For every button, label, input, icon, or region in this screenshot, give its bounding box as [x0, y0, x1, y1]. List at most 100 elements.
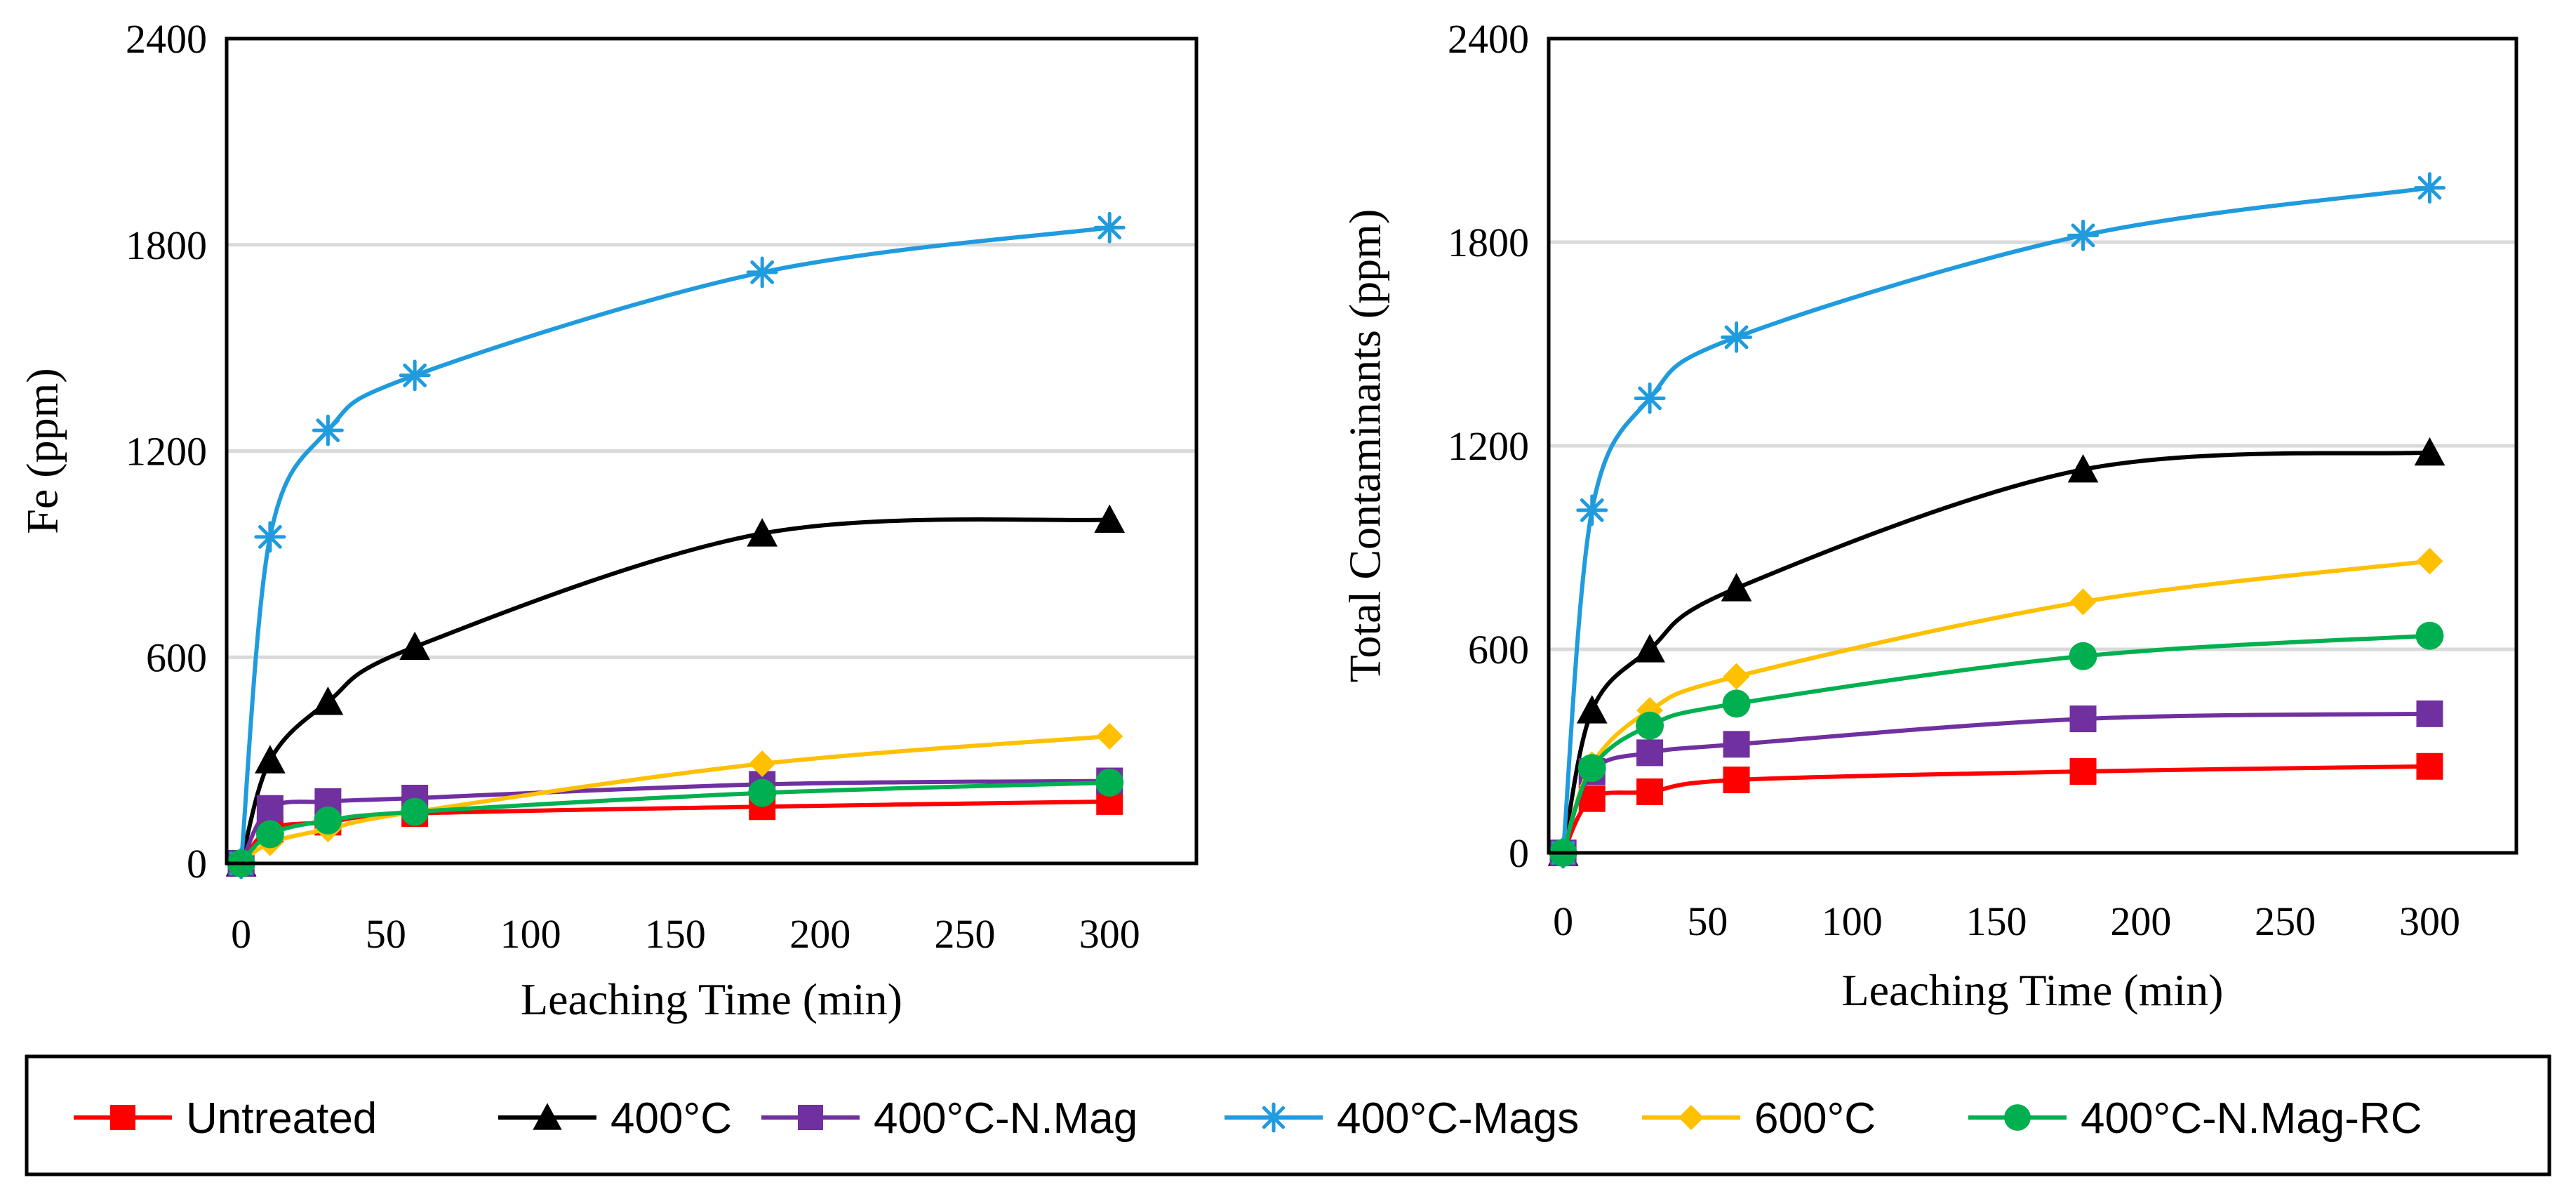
data-point-mags: [312, 414, 344, 446]
x-tick-label: 150: [645, 911, 706, 957]
legend-marker-triangle: [533, 1103, 562, 1130]
data-point-c400: [2414, 437, 2445, 466]
fe-x-axis-label: Leaching Time (min): [521, 974, 902, 1024]
fe-y-axis-label: Fe (ppm): [18, 368, 67, 533]
fe-chart: 0 600 1200 1800 2400 0 50 100 150 200 250 300 Leac…: [18, 16, 1199, 1024]
series-c400: [1547, 437, 2445, 866]
x-tick-label: 0: [231, 911, 251, 957]
data-point-c400: [1634, 634, 1665, 663]
x-tick-label: 300: [2399, 898, 2460, 944]
series-line-c400: [239, 517, 1110, 864]
data-point-rc: [2415, 621, 2444, 650]
legend-label: 400°C-N.Mag: [874, 1094, 1137, 1143]
series-line-c600: [239, 734, 1110, 866]
data-point-nmag: [2416, 700, 2443, 727]
y-tick-label: 1200: [1448, 423, 1529, 469]
series-c600: [1549, 548, 2443, 866]
data-point-rc: [314, 806, 342, 835]
fe-y-ticks: 0 600 1200 1800 2400: [126, 16, 207, 887]
data-point-c400: [2067, 453, 2099, 483]
data-point-mags: [746, 256, 778, 289]
data-point-mags: [1634, 382, 1666, 414]
fe-series: [225, 211, 1126, 880]
data-point-mags: [1093, 211, 1126, 244]
data-point-c600: [1723, 663, 1750, 690]
series-line-c600: [1561, 559, 2430, 854]
legend-marker-star: [1258, 1102, 1289, 1133]
x-tick-label: 250: [934, 911, 995, 957]
legend: Untreated 400°C 400°C-N.Mag 400°C-Mags 600°C…: [25, 1054, 2551, 1176]
data-point-rc: [748, 778, 777, 807]
series-line-c400: [1561, 450, 2430, 854]
data-point-rc: [401, 797, 429, 826]
series-line-mags: [239, 225, 1110, 864]
fe-plot-frame: [225, 37, 1199, 866]
data-point-untreated: [2416, 752, 2443, 780]
data-point-c400: [399, 631, 430, 661]
legend-marker-diamond: [1679, 1105, 1704, 1130]
y-tick-label: 600: [1468, 627, 1529, 672]
data-point-nmag: [256, 795, 283, 822]
data-point-nmag: [1636, 739, 1664, 767]
legend-label: 400°C-N.Mag-RC: [2081, 1094, 2422, 1143]
legend-item-c400: 400°C: [498, 1094, 732, 1143]
legend-label: 600°C: [1754, 1094, 1876, 1143]
legend-label: Untreated: [186, 1094, 377, 1143]
x-tick-label: 0: [1553, 898, 1573, 944]
fe-gridlines: [227, 243, 1196, 659]
series-rc: [227, 768, 1124, 877]
data-point-c600: [2416, 548, 2443, 575]
data-point-rc: [1636, 711, 1664, 740]
y-tick-label: 1200: [126, 429, 207, 475]
data-point-mags: [2414, 172, 2445, 204]
data-point-rc: [1577, 754, 1606, 783]
data-point-c600: [749, 750, 776, 778]
x-tick-label: 100: [1822, 898, 1883, 944]
total-contaminants-chart: 0 600 1200 1800 2400 0 50 100 150 200 250 300 Leac…: [1340, 16, 2518, 1015]
data-point-mags: [2067, 219, 2099, 251]
fe-x-ticks: 0 50 100 150 200 250 300: [231, 911, 1140, 957]
tc-y-axis-label: Total Contaminants (ppm): [1340, 209, 1390, 683]
data-point-untreated: [2069, 758, 2097, 785]
legend-label: 400°C: [610, 1094, 732, 1143]
legend-item-nmag: 400°C-N.Mag: [761, 1094, 1137, 1143]
x-tick-label: 200: [2110, 898, 2171, 944]
data-point-c400: [1721, 573, 1752, 602]
data-point-c400: [255, 745, 286, 774]
tc-x-axis-label: Leaching Time (min): [1842, 965, 2224, 1015]
series-line-nmag: [239, 778, 1110, 865]
x-tick-label: 150: [1966, 898, 2027, 944]
series-line-untreated: [239, 799, 1110, 865]
x-tick-label: 250: [2255, 898, 2316, 944]
series-rc: [1549, 621, 2444, 867]
y-tick-label: 0: [1509, 830, 1529, 876]
legend-item-rc: 400°C-N.Mag-RC: [1968, 1094, 2422, 1143]
series-line-mags: [1561, 185, 2430, 854]
data-point-mags: [1576, 494, 1608, 526]
tc-x-ticks: 0 50 100 150 200 250 300: [1553, 898, 2460, 944]
data-point-mags: [254, 521, 286, 553]
series-untreated: [1549, 752, 2443, 866]
data-point-mags: [399, 359, 431, 392]
legend-item-c600: 600°C: [1642, 1094, 1876, 1143]
tc-y-ticks: 0 600 1200 1800 2400: [1448, 16, 1529, 876]
legend-marker-square: [798, 1105, 823, 1130]
legend-marker-square: [110, 1105, 135, 1130]
series-line-untreated: [1561, 764, 2430, 854]
y-tick-label: 0: [187, 841, 207, 887]
y-tick-label: 600: [146, 635, 207, 680]
data-point-c400: [747, 518, 778, 547]
legend-marker-circle: [2004, 1104, 2031, 1131]
tc-plot-frame: [1547, 37, 2518, 855]
series-line-rc: [239, 780, 1110, 866]
y-tick-label: 2400: [126, 16, 207, 62]
data-point-untreated: [1636, 778, 1664, 805]
data-point-c400: [312, 687, 344, 715]
series-mags: [1547, 172, 2445, 869]
data-point-c600: [2069, 588, 2097, 616]
series-mags: [225, 211, 1126, 880]
legend-item-mags: 400°C-Mags: [1224, 1094, 1579, 1143]
data-point-rc: [1722, 689, 1751, 718]
x-tick-label: 50: [366, 911, 406, 957]
